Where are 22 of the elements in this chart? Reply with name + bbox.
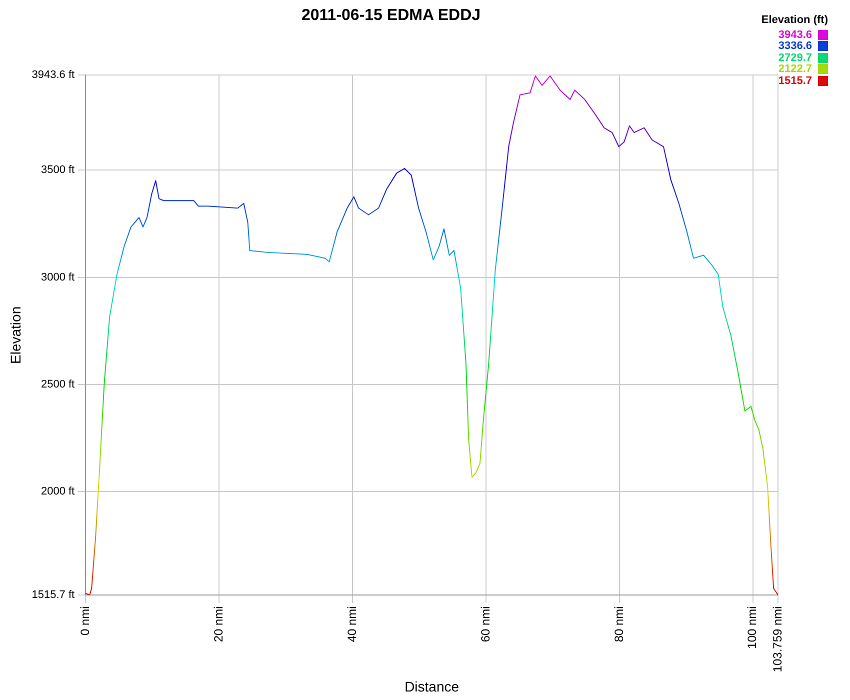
y-tick-label: 3500 ft bbox=[40, 164, 75, 176]
x-tick-label: 60 nmi bbox=[478, 606, 492, 642]
x-tick-label: 0 nmi bbox=[78, 606, 92, 636]
y-axis-title: Elevation bbox=[7, 306, 24, 364]
x-tick-label: 80 nmi bbox=[612, 606, 626, 642]
x-axis-title: Distance bbox=[404, 678, 460, 694]
y-tick-label: 2000 ft bbox=[40, 485, 75, 498]
color-bar-label: 3943.6 bbox=[778, 28, 812, 41]
x-tick-label: 103.759 nmi bbox=[770, 606, 784, 672]
y-tick-label: 2500 ft bbox=[40, 378, 75, 390]
color-bar-title: Elevation (ft) bbox=[761, 14, 828, 26]
x-tick-label: 100 nmi bbox=[745, 606, 760, 649]
color-bar-label: 2729.7 bbox=[778, 52, 812, 64]
chart-title: 2011-06-15 EDMA EDDJ bbox=[301, 7, 481, 24]
color-bar-label: 2122.7 bbox=[778, 63, 812, 76]
x-tick-label: 20 nmi bbox=[211, 606, 226, 642]
x-tick-label: 40 nmi bbox=[344, 606, 359, 642]
color-bar-label: 1515.7 bbox=[778, 74, 812, 87]
color-bar-label: 3336.6 bbox=[778, 40, 812, 52]
y-tick-label: 3943.6 ft bbox=[32, 69, 75, 82]
y-tick-label: 1515.7 ft bbox=[32, 589, 75, 602]
y-tick-label: 3000 ft bbox=[40, 271, 75, 284]
